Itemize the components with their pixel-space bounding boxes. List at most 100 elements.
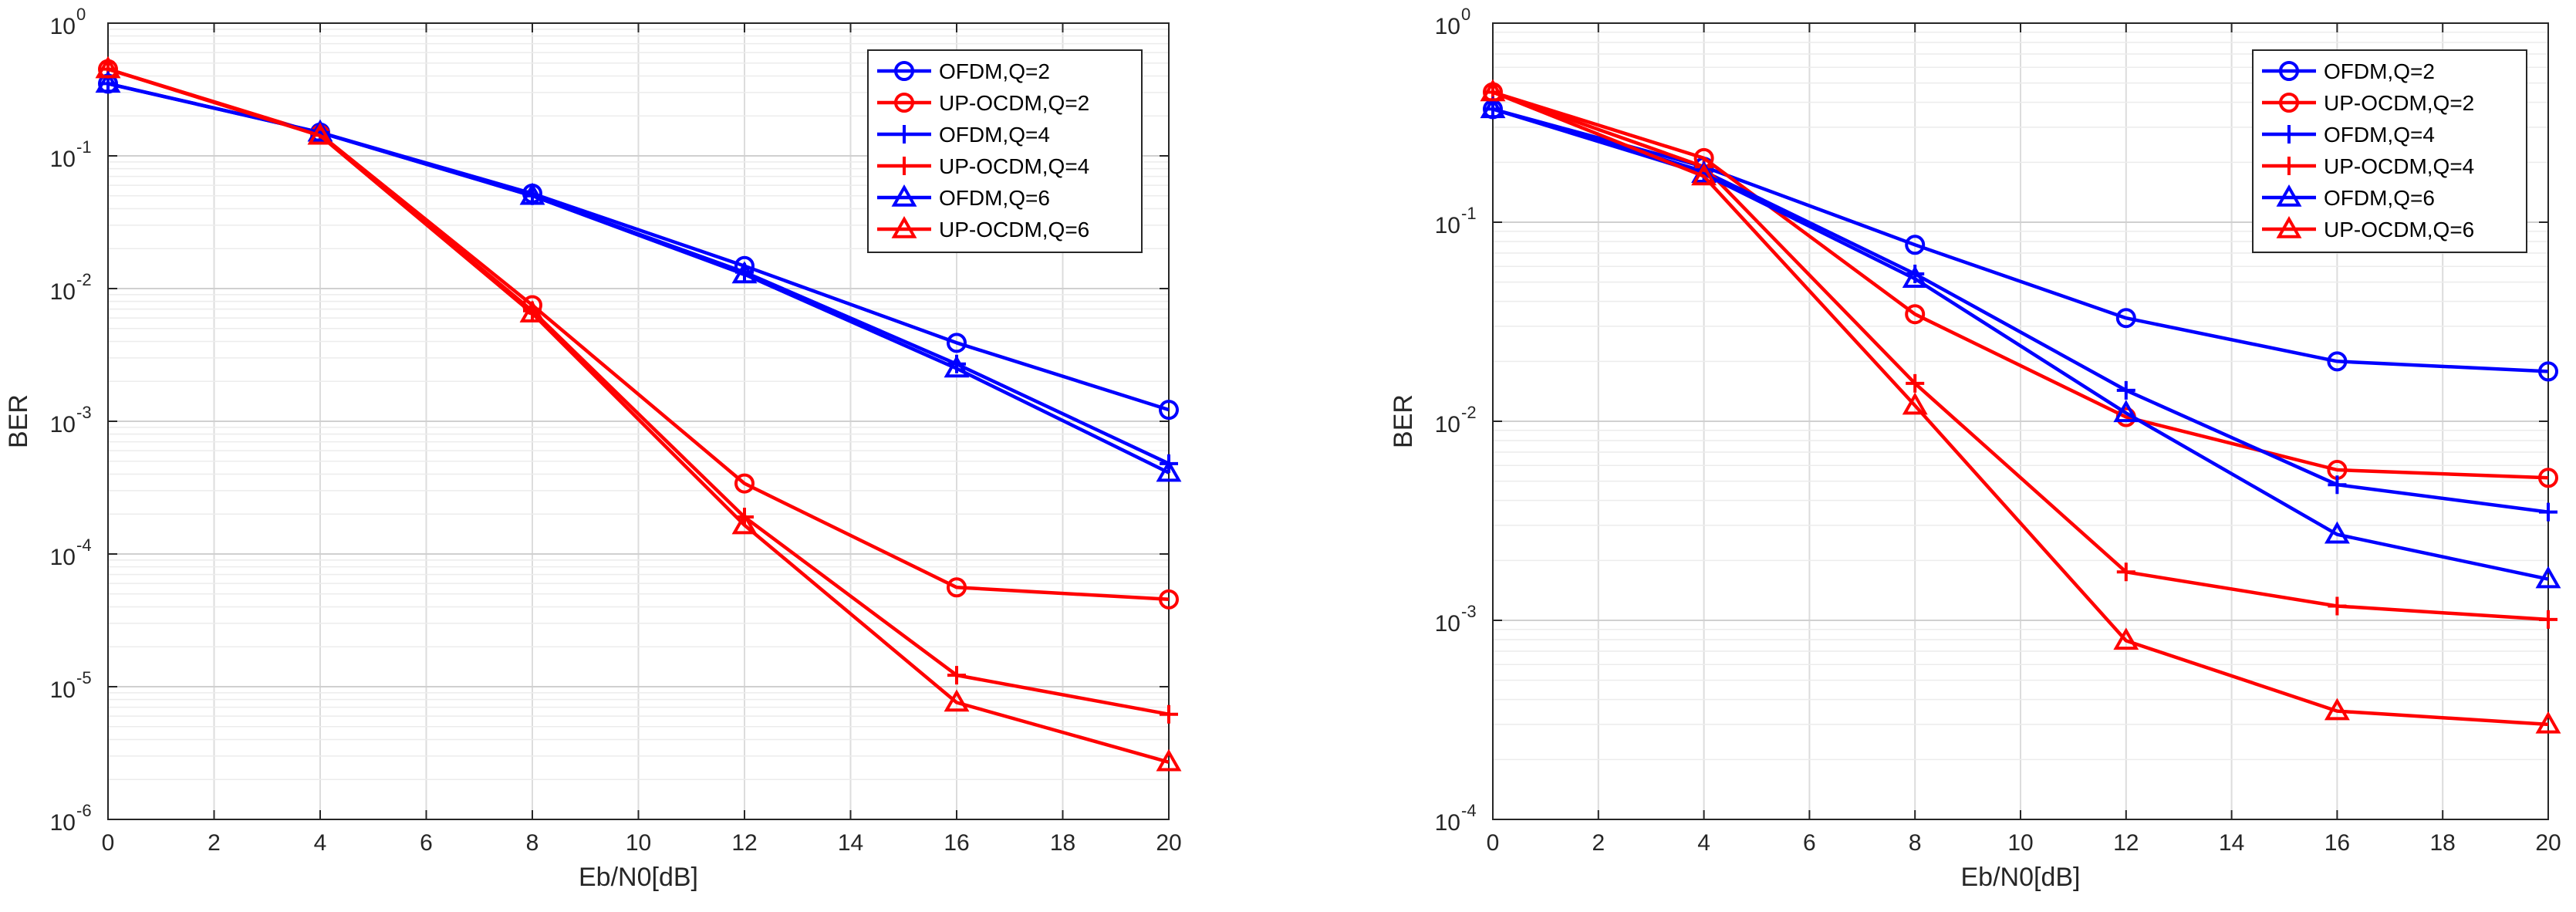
- legend-label: UP-OCDM,Q=2: [939, 91, 1089, 115]
- legend-label: OFDM,Q=2: [939, 59, 1050, 83]
- data-point: [2116, 562, 2135, 582]
- y-tick-exponent: -1: [1461, 204, 1477, 223]
- legend-item: UP-OCDM,Q=2: [2262, 91, 2474, 115]
- data-point: [307, 119, 333, 142]
- x-tick-label: 4: [314, 830, 327, 856]
- y-tick-exponent: -5: [76, 668, 92, 687]
- legend-marker: [891, 215, 917, 238]
- data-point: [1480, 79, 1506, 102]
- x-tick-label: 12: [2113, 830, 2139, 856]
- y-tick-exponent: -4: [1461, 801, 1477, 820]
- y-tick-base: 10: [1435, 213, 1460, 238]
- y-tick-label: 10 -4: [1435, 801, 1477, 836]
- data-point: [519, 182, 545, 205]
- y-tick-label: 10 -2: [1435, 403, 1477, 437]
- x-tick-label: 2: [208, 830, 221, 856]
- data-point: [2539, 610, 2557, 629]
- data-point: [1159, 400, 1179, 421]
- x-tick-label: 16: [2324, 830, 2350, 856]
- y-tick-label: 10 0: [50, 5, 86, 39]
- legend-marker: [894, 61, 914, 81]
- x-axis-label: Eb/N0[dB]: [579, 863, 698, 892]
- y-tick-exponent: 0: [76, 5, 86, 24]
- y-tick-label: 10 -4: [50, 535, 92, 570]
- y-tick-base: 10: [50, 545, 76, 570]
- legend-item: OFDM,Q=6: [877, 184, 1050, 210]
- data-point: [1906, 373, 1925, 393]
- x-axis: 0 2 4 6 8 10 12 14 16 18 20: [102, 23, 1182, 856]
- series-line: [1492, 90, 2549, 622]
- y-tick-label: 10 -6: [50, 801, 92, 836]
- legend-item: OFDM,Q=6: [2262, 184, 2435, 210]
- y-tick-base: 10: [1435, 412, 1460, 437]
- y-tick-base: 10: [1435, 611, 1460, 637]
- legend-item: OFDM,Q=4: [2262, 123, 2435, 147]
- x-tick-label: 4: [1697, 830, 1710, 856]
- data-point: [1905, 235, 1926, 255]
- x-tick-label: 6: [1803, 830, 1816, 856]
- x-tick-label: 12: [731, 830, 757, 856]
- data-point: [944, 689, 970, 712]
- y-tick-exponent: -1: [76, 137, 92, 157]
- x-tick-label: 20: [1156, 830, 1181, 856]
- legend-item: UP-OCDM,Q=6: [2262, 215, 2474, 242]
- data-point: [2324, 698, 2350, 721]
- x-axis: 0 2 4 6 8 10 12 14 16 18 20: [1487, 23, 2561, 856]
- x-tick-label: 18: [1050, 830, 1075, 856]
- y-tick-label: 10 -2: [50, 270, 92, 305]
- data-point: [1691, 163, 1717, 186]
- y-tick-base: 10: [50, 810, 76, 836]
- legend-label: UP-OCDM,Q=2: [2324, 91, 2474, 115]
- legend-marker: [2276, 184, 2302, 207]
- data-point: [1160, 704, 1178, 724]
- y-tick-label: 10 -3: [1435, 602, 1477, 637]
- legend-marker: [2280, 125, 2298, 144]
- data-point: [2328, 475, 2347, 495]
- legend-label: UP-OCDM,Q=4: [939, 154, 1089, 178]
- y-tick-label: 10 -5: [50, 668, 92, 703]
- data-point: [307, 122, 333, 145]
- data-point: [947, 577, 967, 598]
- legend-label: OFDM,Q=6: [939, 186, 1050, 210]
- legend-label: OFDM,Q=6: [2324, 186, 2435, 210]
- legend-marker: [2279, 61, 2299, 81]
- legend-box: [867, 49, 1143, 253]
- data-point: [2328, 596, 2347, 616]
- y-tick-base: 10: [50, 147, 76, 172]
- legend-item: OFDM,Q=4: [877, 123, 1050, 147]
- y-tick-base: 10: [50, 412, 76, 437]
- legend-label: OFDM,Q=4: [2324, 123, 2435, 147]
- data-point: [734, 473, 755, 494]
- legend-label: UP-OCDM,Q=4: [2324, 154, 2474, 178]
- x-tick-label: 14: [2219, 830, 2244, 856]
- x-tick-label: 20: [2535, 830, 2561, 856]
- series-up-ocdm-q-6: [95, 56, 1182, 772]
- legend-marker: [891, 184, 917, 207]
- legend-item: OFDM,Q=2: [877, 59, 1050, 83]
- legend: OFDM,Q=2 UP-OCDM,Q=2 OFDM,Q=4 UP-OCDM,Q=4 OF…: [2252, 49, 2527, 253]
- data-point: [731, 261, 758, 284]
- data-point: [2538, 361, 2558, 382]
- data-point: [1156, 748, 1182, 772]
- legend-marker: [2276, 215, 2302, 238]
- y-tick-base: 10: [50, 279, 76, 305]
- legend-item: UP-OCDM,Q=4: [2262, 154, 2474, 178]
- data-point: [2113, 400, 2139, 423]
- legend-item: UP-OCDM,Q=4: [877, 154, 1089, 178]
- data-point: [2535, 711, 2561, 734]
- legend-label: OFDM,Q=2: [2324, 59, 2435, 83]
- y-tick-base: 10: [1435, 810, 1460, 836]
- data-point: [1159, 589, 1179, 610]
- data-point: [1480, 96, 1506, 119]
- legend-marker: [895, 157, 913, 175]
- y-tick-exponent: -2: [76, 270, 92, 289]
- data-point: [1156, 459, 1182, 482]
- data-point: [95, 56, 121, 79]
- series-line: [1492, 90, 2549, 480]
- series-line: [107, 67, 1170, 764]
- series-line: [1492, 107, 2549, 373]
- x-tick-label: 6: [420, 830, 433, 856]
